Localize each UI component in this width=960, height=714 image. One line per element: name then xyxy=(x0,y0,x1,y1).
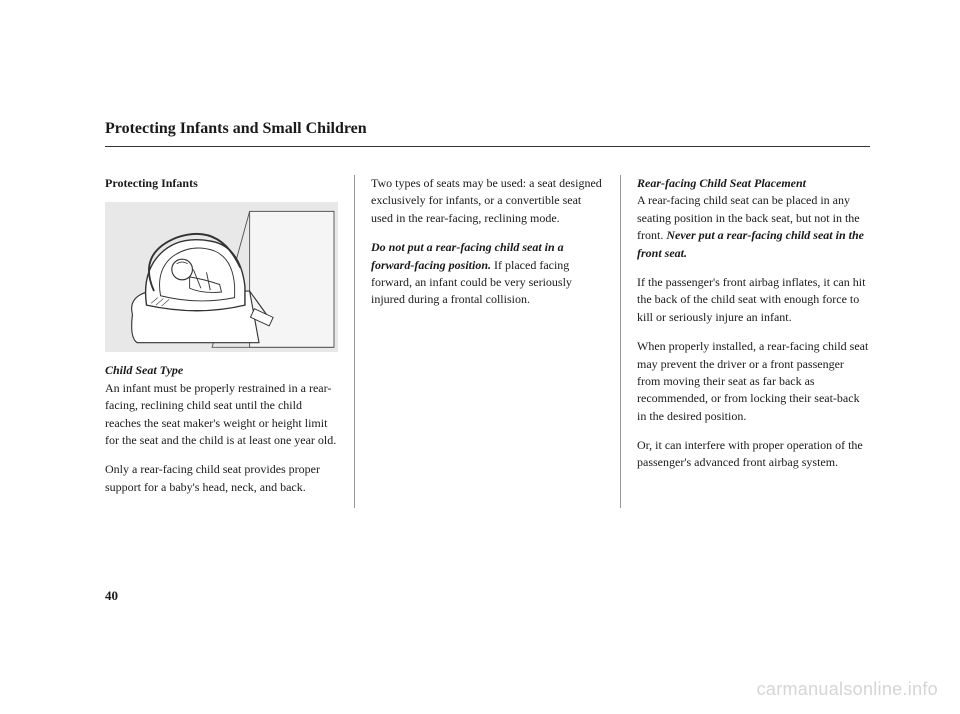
page-title: Protecting Infants and Small Children xyxy=(105,120,870,147)
col3-p2: If the passenger's front airbag inflates… xyxy=(637,274,870,326)
col1-p1-text: An infant must be properly restrained in… xyxy=(105,381,336,447)
child-seat-illustration xyxy=(105,202,338,352)
child-seat-svg xyxy=(105,202,338,352)
protecting-infants-heading: Protecting Infants xyxy=(105,175,338,192)
col2-warning: Do not put a rear-facing child seat in a… xyxy=(371,239,604,309)
child-seat-type-subheading: Child Seat Type xyxy=(105,363,183,377)
child-seat-type-para: Child Seat Type An infant must be proper… xyxy=(105,362,338,449)
col2-p1: Two types of seats may be used: a seat d… xyxy=(371,175,604,227)
columns-container: Protecting Infants xyxy=(105,175,870,508)
column-1: Protecting Infants xyxy=(105,175,352,508)
col3-p1: Rear-facing Child Seat Placement A rear-… xyxy=(637,175,870,262)
col3-p4: Or, it can interfere with proper operati… xyxy=(637,437,870,472)
watermark: carmanualsonline.info xyxy=(757,679,938,700)
col3-p3: When properly installed, a rear-facing c… xyxy=(637,338,870,425)
column-3: Rear-facing Child Seat Placement A rear-… xyxy=(623,175,870,508)
col3-p1b: Never put a rear-facing child seat in th… xyxy=(637,228,864,259)
column-divider-1 xyxy=(354,175,355,508)
column-2: Two types of seats may be used: a seat d… xyxy=(357,175,618,508)
col1-p2: Only a rear-facing child seat provides p… xyxy=(105,461,338,496)
rear-facing-placement-subheading: Rear-facing Child Seat Placement xyxy=(637,176,806,190)
column-divider-2 xyxy=(620,175,621,508)
page-number: 40 xyxy=(105,588,118,604)
manual-page: Protecting Infants and Small Children Pr… xyxy=(0,0,960,548)
